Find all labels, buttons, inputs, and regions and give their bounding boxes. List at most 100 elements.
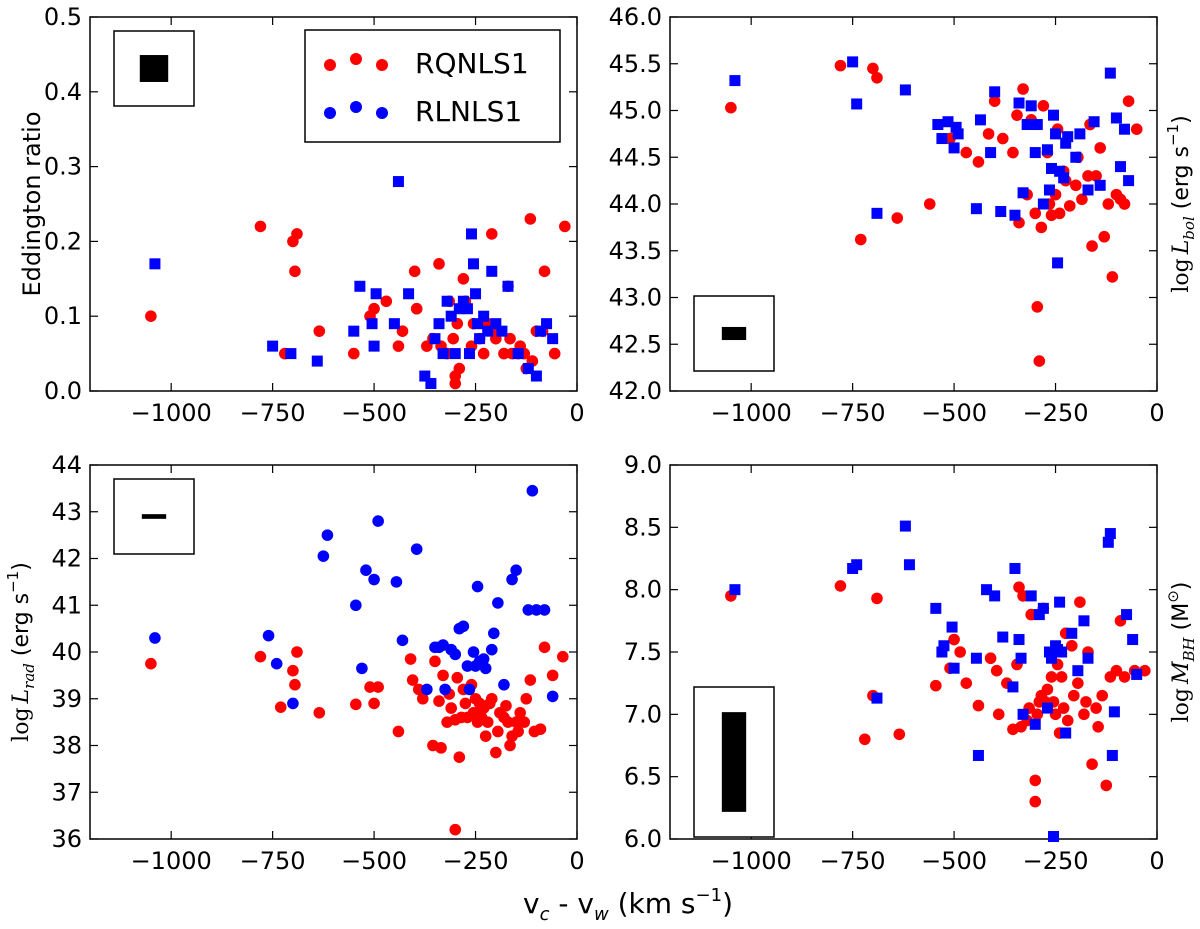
data-point (990, 664, 1003, 677)
y-tick-label: 42.5 (609, 330, 662, 358)
data-point (403, 288, 415, 300)
data-point (510, 564, 522, 576)
legend: RQNLS1 RLNLS1 (304, 29, 561, 143)
data-point (477, 653, 490, 665)
data-point (459, 697, 472, 710)
data-point (1090, 702, 1102, 714)
data-point (1060, 137, 1072, 149)
data-point (470, 288, 482, 300)
data-point (1082, 170, 1094, 182)
x-tick-label: −750 (820, 847, 886, 875)
data-point (538, 265, 551, 278)
data-point (149, 258, 161, 270)
data-point (1050, 128, 1062, 140)
data-point (936, 646, 948, 658)
x-tick-label: −500 (921, 399, 987, 427)
data-point (1088, 116, 1100, 128)
data-point (1029, 774, 1042, 787)
data-point (364, 681, 376, 693)
data-point (1007, 146, 1019, 159)
data-point (392, 176, 404, 188)
data-point (932, 119, 944, 131)
data-point (435, 742, 447, 754)
data-point (479, 662, 492, 675)
y-tick-label: 0.4 (44, 78, 82, 106)
data-point (834, 580, 847, 592)
data-point (1094, 179, 1106, 191)
x-tick-label: −250 (443, 399, 509, 427)
data-point (289, 678, 301, 691)
data-point (729, 75, 741, 87)
x-tick-label: −1000 (711, 847, 792, 875)
data-point (1074, 596, 1086, 608)
data-point (893, 728, 906, 741)
data-point (1074, 128, 1086, 140)
legend-marker (350, 53, 362, 65)
x-tick-label: −750 (240, 847, 306, 875)
data-point (522, 363, 534, 375)
data-point (981, 584, 993, 596)
data-point (492, 597, 504, 609)
y-axis-title: logLrad (erg s−1) (4, 562, 38, 742)
data-point (930, 602, 942, 614)
data-point (368, 573, 380, 586)
data-point (530, 370, 542, 382)
series-RLNLS1 (149, 176, 559, 390)
data-point (923, 198, 936, 210)
y-tick-label: 0.3 (44, 153, 82, 181)
data-point (534, 723, 547, 735)
data-point (538, 604, 551, 616)
data-point (472, 318, 484, 330)
data-point (1106, 749, 1118, 761)
data-point (449, 648, 462, 661)
panel-eddington: −1000 −750 −500 −250 0 0.0 0.1 0.2 0.3 0.4 0.5 Eddi… (18, 3, 585, 427)
y-tick-label: 6.0 (624, 825, 662, 853)
data-point (510, 716, 522, 728)
data-point (867, 62, 879, 75)
panel-lbol: −1000 −750 −500 −250 0 42.0 42.5 43.0 43.5 44.0 44… (609, 3, 1198, 427)
data-point (492, 725, 504, 738)
data-point (1017, 708, 1029, 720)
data-point (313, 325, 326, 337)
data-point (502, 280, 514, 292)
data-point (1029, 147, 1041, 159)
data-point (1031, 301, 1044, 313)
data-point (388, 318, 400, 330)
data-point (1056, 646, 1068, 658)
series-RLNLS1 (729, 56, 1135, 269)
y-tick-label: 39 (51, 685, 82, 713)
data-point (453, 751, 466, 763)
data-point (1123, 175, 1135, 187)
data-point (1015, 652, 1027, 664)
data-point (1092, 721, 1104, 733)
data-point (1037, 198, 1049, 210)
x-tick-label: −750 (240, 399, 306, 427)
data-point (474, 333, 486, 345)
data-point (1053, 207, 1066, 220)
data-point (496, 325, 508, 337)
y-tick-label: 9.0 (624, 451, 662, 479)
data-point (1078, 708, 1090, 721)
data-point (145, 657, 157, 670)
data-point (350, 698, 362, 711)
data-point (1068, 689, 1080, 702)
data-point (1082, 184, 1094, 196)
data-point (871, 207, 883, 219)
data-point (948, 633, 960, 646)
data-point (506, 573, 518, 586)
y-tick-label: 6.5 (624, 763, 662, 791)
data-point (449, 348, 461, 360)
legend-box (304, 29, 561, 143)
y-tick-label: 42.0 (609, 377, 662, 405)
data-point (485, 692, 498, 705)
data-point (1072, 665, 1084, 677)
x-axis-title: vc - vw (km s−1) (523, 885, 733, 925)
data-point (504, 739, 516, 752)
data-point (559, 220, 571, 233)
series-RLNLS1 (149, 484, 559, 710)
data-point (871, 692, 883, 704)
data-point (1062, 131, 1074, 143)
data-point (524, 213, 537, 225)
data-point (1045, 652, 1057, 664)
data-point (368, 697, 380, 710)
